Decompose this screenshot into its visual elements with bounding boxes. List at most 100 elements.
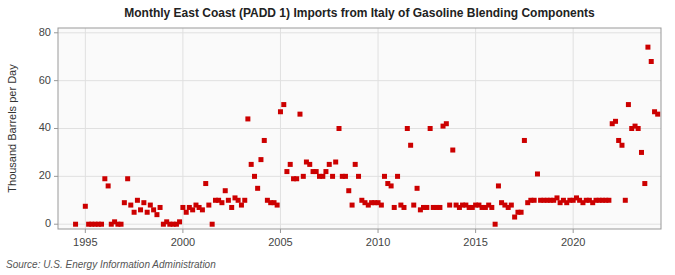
point [122, 200, 127, 205]
point [496, 183, 501, 188]
point [405, 126, 410, 131]
grid-line-y [58, 32, 661, 33]
point [444, 121, 449, 126]
point [148, 203, 153, 208]
point [190, 207, 195, 212]
point [408, 143, 413, 148]
point [447, 203, 452, 208]
tick-x [475, 229, 476, 233]
point [489, 205, 494, 210]
point [395, 174, 400, 179]
point [411, 203, 416, 208]
point [356, 174, 361, 179]
point [512, 215, 517, 220]
point [320, 174, 325, 179]
point [337, 126, 342, 131]
point [437, 205, 442, 210]
point [392, 205, 397, 210]
point [145, 210, 150, 215]
plot-background [58, 28, 661, 229]
point [99, 222, 104, 227]
tick-label-y: 20 [39, 169, 51, 181]
point [125, 176, 130, 181]
plot-frame [58, 28, 661, 229]
point [278, 109, 283, 114]
point [415, 186, 420, 191]
point [281, 102, 286, 107]
point [327, 162, 332, 167]
point [223, 188, 228, 193]
point [323, 169, 328, 174]
point [262, 138, 267, 143]
point [210, 222, 215, 227]
chart: 020406080199520002005201020152020Monthly… [0, 0, 675, 275]
point [493, 222, 498, 227]
point [236, 198, 241, 203]
point [642, 181, 647, 186]
grid [58, 28, 661, 229]
point [333, 160, 338, 165]
tick-label-y: 80 [39, 26, 51, 38]
grid-line-y [58, 128, 661, 129]
point [184, 210, 189, 215]
point [623, 198, 628, 203]
point [245, 116, 250, 121]
tick-x [85, 229, 86, 233]
point [288, 162, 293, 167]
point [106, 183, 111, 188]
point [83, 204, 88, 209]
tick-label-x: 2000 [171, 236, 195, 248]
point [606, 198, 611, 203]
tick-x [573, 229, 574, 233]
point [219, 200, 224, 205]
point [284, 169, 289, 174]
point [102, 176, 107, 181]
point [450, 148, 455, 153]
point [554, 195, 559, 200]
point [343, 174, 348, 179]
grid-line-y [58, 224, 661, 225]
point [626, 102, 631, 107]
point [353, 162, 358, 167]
point [226, 198, 231, 203]
point [177, 219, 182, 224]
point [206, 203, 211, 208]
point [258, 157, 263, 162]
tick-label-x: 2010 [366, 236, 390, 248]
tick-x [182, 229, 183, 233]
point [294, 176, 299, 181]
point [135, 198, 140, 203]
point [350, 203, 355, 208]
point [649, 59, 654, 64]
grid-line-x [378, 28, 379, 229]
point [314, 169, 319, 174]
point [141, 200, 146, 205]
point [242, 198, 247, 203]
point [636, 126, 641, 131]
tick-label-y: 0 [45, 217, 51, 229]
point [509, 203, 514, 208]
point [655, 112, 660, 117]
points [73, 45, 660, 227]
point [535, 171, 540, 176]
tick-y [54, 176, 58, 177]
point [132, 210, 137, 215]
tick-y [54, 80, 58, 81]
grid-line-x [475, 28, 476, 229]
point [613, 119, 618, 124]
point [119, 222, 124, 227]
point [330, 174, 335, 179]
point [275, 203, 280, 208]
tick-y [54, 128, 58, 129]
point [128, 203, 133, 208]
point [255, 186, 260, 191]
grid-line-x [280, 28, 281, 229]
point [249, 162, 254, 167]
point [252, 174, 257, 179]
point [307, 162, 312, 167]
tick-label-x: 1995 [73, 236, 97, 248]
point [151, 207, 156, 212]
y-axis-label: Thousand Barrels per Day [6, 64, 18, 193]
tick-y [54, 32, 58, 33]
point [428, 126, 433, 131]
